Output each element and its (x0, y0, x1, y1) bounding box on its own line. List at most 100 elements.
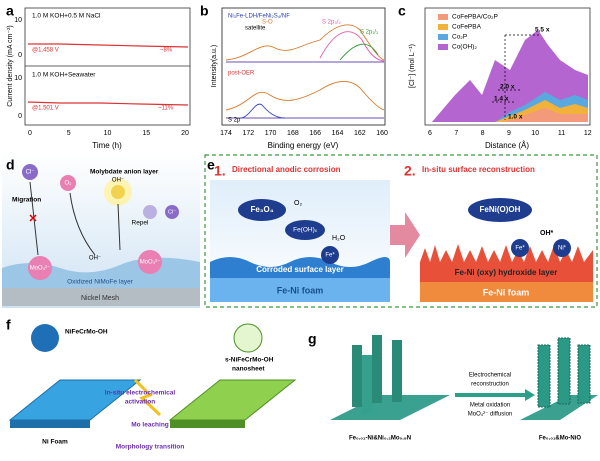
h2o: H₂O (332, 235, 346, 242)
tick-label: Co₂P (452, 34, 467, 41)
tick-label: 0 (18, 113, 22, 120)
label: g (308, 331, 317, 347)
top-potential: @1.458 V (32, 48, 59, 54)
step-line1: Electrochemical (469, 373, 511, 379)
panel-g-illustration (330, 335, 598, 420)
tick-label: CoFePBA/Co₂P (452, 14, 498, 21)
hydroxide: Fe-Ni (oxy) hydroxide layer (455, 268, 558, 277)
migration: Migration (12, 197, 41, 204)
oh-center: OH⁻ (89, 256, 101, 262)
label: d (6, 157, 15, 173)
title: Ni₃Fe-LDH/FeNi₂S₄/NF (228, 14, 290, 20)
nickel-mesh: Nickel Mesh (81, 295, 119, 302)
morphology: Morphology transition (116, 444, 185, 451)
tick-label: 172 (242, 130, 254, 137)
x-label: Distance (Å) (485, 141, 529, 150)
tick-label: 7 (454, 130, 458, 137)
oh: OH* (540, 230, 554, 237)
molybdate: Molybdate anion layer (90, 169, 159, 176)
diffusion: MoO₄²⁻ diffusion (468, 412, 513, 418)
tick-label: 5.5 x (535, 27, 550, 34)
tick-label: 1.4 x (494, 96, 509, 103)
tick-label: 10 (14, 17, 22, 24)
precursor: Fe₀.₀₁-Ni&Ni₀.₂Mo₀.₈N (349, 436, 411, 442)
tick-label: CoFePBA (452, 24, 482, 31)
panel-e-illustration (204, 154, 598, 308)
tick-label: 174 (220, 130, 232, 137)
bottom-condition: 1.0 M KOH+Seawater (32, 72, 96, 79)
oxidation: Metal oxidation (470, 403, 510, 409)
tick-label: 0 (28, 130, 32, 137)
y-label: Intensity(a.u.) (211, 45, 218, 87)
moo4-right: MoO₄²⁻ (140, 260, 161, 266)
label: e (207, 157, 215, 173)
panel-b-axes (221, 7, 386, 126)
oxidized-layer: Oxidized NiMoFe layer (67, 279, 134, 286)
tick-label: Co(OH)₂ (452, 44, 477, 51)
activation-line2: activation (125, 399, 155, 406)
product-line1: s-NiFeCrMo-OH (225, 357, 274, 364)
tick-label: 9 (507, 130, 511, 137)
ni: Ni* (558, 246, 567, 252)
tick-label: 11 (558, 130, 565, 137)
s-o: S-O (262, 20, 273, 26)
tick-label: 164 (332, 130, 344, 137)
panel-f-illustration (8, 323, 297, 428)
precursor: NiFeCrMo-OH (65, 329, 108, 336)
tick-label: 6 (428, 130, 432, 137)
tick-label: 1.0 x (508, 114, 523, 121)
tick-label: 168 (287, 130, 299, 137)
s2p12: S 2p₁/₂ (360, 30, 379, 36)
label: b (200, 3, 209, 19)
tick-label: 10 (14, 75, 22, 82)
corroded: Corroded surface layer (256, 265, 344, 274)
post-oer: post-OER (228, 71, 255, 77)
feoh: Fe(OH)ₓ (293, 227, 318, 234)
top-decay: ~8% (160, 48, 173, 54)
tick-label: 162 (354, 130, 366, 137)
panel-c-axes (424, 7, 591, 126)
o2: O₂ (65, 181, 73, 187)
satellite: satellite (245, 26, 266, 32)
tick-label: 20 (181, 130, 189, 137)
foam-left: Fe-Ni foam (277, 285, 324, 295)
label: a (6, 3, 14, 19)
tick-label: 166 (309, 130, 321, 137)
s2p: S 2p (228, 118, 241, 124)
bottom-potential: @1.501 V (32, 106, 59, 112)
foam-right: Fe-Ni foam (483, 287, 530, 297)
cl-right: Cl⁻ (168, 209, 176, 215)
tick-label: 10 (531, 130, 539, 137)
moo4-left: MoO₄²⁻ (30, 266, 51, 272)
oh-top: OH⁻ (112, 178, 124, 184)
tick-label: 160 (376, 130, 388, 137)
product-line2: nanosheet (232, 366, 265, 373)
ni-foam: Ni Foam (42, 439, 68, 446)
x-label: Binding energy (eV) (268, 141, 339, 150)
x-label: Time (h) (92, 141, 122, 150)
step1: Directional anodic corrosion (232, 165, 341, 174)
label: f (6, 317, 11, 333)
fe3o4: Fe₃O₄ (250, 205, 273, 214)
tick-label: 8 (481, 130, 485, 137)
tick-label: 5 (67, 130, 71, 137)
step2: In-situ surface reconstruction (422, 165, 535, 174)
step1-number: 1. (214, 163, 226, 179)
tick-label: 10 (104, 130, 112, 137)
panel-d-illustration (2, 152, 200, 308)
fe-left: Fe* (325, 253, 335, 259)
repel: Repel (132, 220, 150, 227)
top-condition: 1.0 M KOH+0.5 M NaCl (32, 13, 101, 20)
y-label: Current density (mA cm⁻²) (7, 25, 14, 107)
product: Fe₀.₀₁&Mo-NiO (539, 436, 582, 442)
tick-label: 12 (584, 130, 592, 137)
y-label: [Cl⁻] (mol L⁻¹) (409, 44, 416, 88)
tick-label: 0 (18, 52, 22, 59)
s2p32: S 2p₃/₂ (322, 20, 341, 26)
step-line2: reconstruction (471, 382, 509, 388)
tick-label: 170 (265, 130, 277, 137)
bottom-decay: ~11% (158, 106, 174, 112)
mo-leaching: Mo leaching (131, 422, 169, 429)
feniooh: FeNi(O)OH (480, 205, 521, 214)
